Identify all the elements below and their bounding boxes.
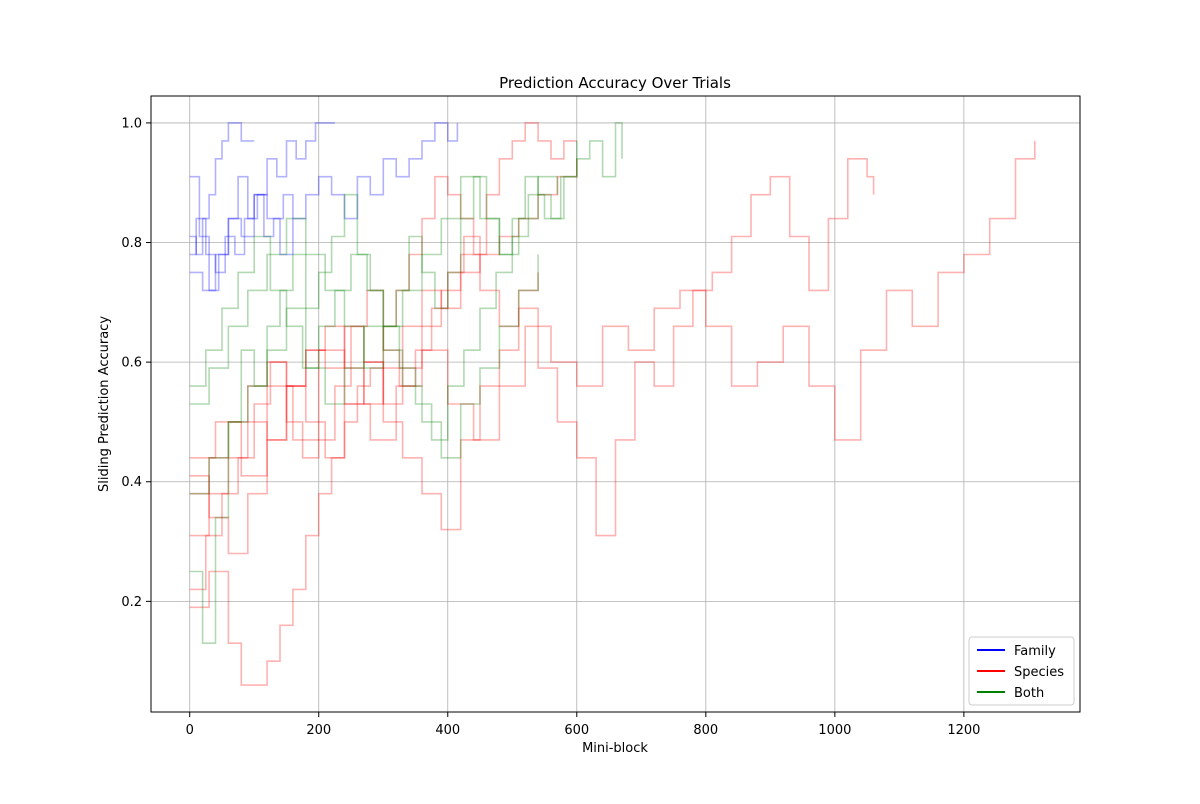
x-tick-label: 200	[306, 723, 331, 738]
legend-label-family: Family	[1014, 644, 1056, 659]
chart-title: Prediction Accuracy Over Trials	[499, 74, 731, 92]
y-tick-label: 0.8	[121, 236, 142, 251]
x-tick-label: 800	[693, 723, 718, 738]
series-line-family-1	[189, 122, 335, 292]
x-tick-label: 1200	[947, 723, 980, 738]
y-tick-label: 0.4	[121, 475, 142, 490]
y-axis-title: Sliding Prediction Accuracy	[97, 316, 112, 492]
series-line-family-2	[189, 122, 459, 292]
y-tick-label: 0.2	[121, 595, 142, 610]
series-line-family-3	[189, 193, 294, 274]
series-line-both-13	[189, 254, 539, 495]
x-axis-title: Mini-block	[582, 741, 648, 756]
x-tick-label: 0	[186, 723, 194, 738]
x-tick-label: 400	[435, 723, 460, 738]
y-axis-ticks: 0.2 0.4 0.6 0.8 1.0	[121, 116, 151, 610]
x-axis-ticks: 0 200 400 600 800 1000 1200	[186, 712, 980, 738]
series-line-both-11	[189, 140, 578, 441]
x-tick-label: 1000	[818, 723, 851, 738]
plot-area-frame	[150, 95, 1081, 713]
series-line-species-8	[189, 253, 539, 537]
series-line-both-12	[189, 175, 559, 405]
grid-lines	[151, 96, 1080, 712]
series-line-species-7	[189, 158, 578, 495]
series-line-both-10	[189, 122, 623, 644]
legend: Family Species Both	[968, 636, 1075, 706]
x-tick-label: 600	[564, 723, 589, 738]
legend-label-species: Species	[1014, 665, 1064, 680]
legend-label-both: Both	[1014, 686, 1044, 701]
series-line-species-9	[189, 235, 481, 591]
y-tick-label: 1.0	[121, 116, 142, 131]
y-tick-label: 0.6	[121, 356, 142, 371]
series-line-species-5	[189, 158, 875, 555]
series-line-species-6	[189, 140, 1036, 477]
series-layer	[189, 122, 1036, 686]
series-line-species-4	[189, 122, 577, 686]
legend-box	[968, 636, 1075, 706]
series-line-family-0	[189, 122, 255, 256]
